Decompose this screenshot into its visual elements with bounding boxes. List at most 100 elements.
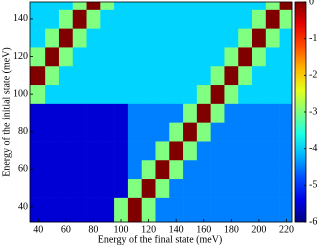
heat-cell (265, 197, 280, 223)
heat-cell (279, 28, 293, 48)
heat-cell (100, 159, 115, 180)
heat-cell (238, 159, 253, 180)
y-tick-label: 120 (13, 51, 28, 62)
heat-cell (100, 103, 115, 123)
heat-cell (141, 9, 156, 29)
heat-cell (155, 47, 170, 67)
heat-cell (58, 28, 74, 48)
heat-cell (45, 122, 60, 142)
heat-cell (30, 9, 46, 29)
heat-cell (279, 65, 293, 86)
heat-cell (141, 65, 156, 86)
heat-cell (224, 159, 239, 180)
heat-cell (86, 47, 101, 67)
heat-cell (238, 9, 253, 29)
heat-cell (86, 141, 101, 161)
heat-cell (265, 2, 280, 10)
colorbar-tick-label: -1 (309, 33, 317, 44)
heat-cell (72, 84, 87, 104)
heat-cell (58, 178, 74, 198)
heat-cell (72, 122, 87, 142)
heat-cell (210, 47, 225, 67)
heat-cell (238, 2, 253, 10)
heat-cell (279, 197, 293, 223)
heat-cell (58, 141, 74, 161)
heat-cell (72, 47, 87, 67)
heat-cell (169, 141, 184, 161)
heat-cell (45, 84, 60, 104)
heat-cell (279, 103, 293, 123)
heat-cell (86, 9, 101, 29)
heat-cell (210, 28, 225, 48)
heat-cell (265, 9, 280, 29)
heat-cell (238, 141, 253, 161)
heat-cell (30, 103, 46, 123)
heat-cell (114, 159, 129, 180)
heat-cell (100, 9, 115, 29)
heat-cell (72, 103, 87, 123)
heat-cell (183, 122, 198, 142)
heat-cell (141, 122, 156, 142)
heat-cell (58, 9, 74, 29)
heat-cell (238, 28, 253, 48)
heat-cell (210, 178, 225, 198)
heat-cell (238, 178, 253, 198)
heat-cell (169, 65, 184, 86)
heat-cell (224, 2, 239, 10)
heat-cell (210, 84, 225, 104)
heat-cell (279, 178, 293, 198)
heat-cell (224, 178, 239, 198)
colorbar-tick-label: -2 (309, 70, 317, 81)
heat-cell (155, 103, 170, 123)
heat-cell (30, 28, 46, 48)
heat-cell (155, 197, 170, 223)
heat-cell (265, 65, 280, 86)
heat-cell (72, 141, 87, 161)
heat-cell (224, 28, 239, 48)
heat-cell (86, 122, 101, 142)
heat-cell (224, 9, 239, 29)
colorbar-tick-label: -4 (309, 143, 317, 154)
heat-cell (127, 159, 142, 180)
heat-cell (196, 141, 211, 161)
heat-cell (127, 122, 142, 142)
y-tick-label: 60 (18, 164, 28, 175)
x-tick-label: 60 (61, 224, 71, 235)
heat-cell (183, 178, 198, 198)
heat-cell (58, 84, 74, 104)
heat-cell (224, 47, 239, 67)
heat-cell (183, 197, 198, 223)
heat-cell (86, 197, 101, 223)
heat-cell (127, 9, 142, 29)
heat-cell (224, 65, 239, 86)
heat-cell (169, 9, 184, 29)
heat-cell (141, 84, 156, 104)
heat-cell (210, 122, 225, 142)
heat-cell (45, 159, 60, 180)
heat-cell (238, 103, 253, 123)
heat-cell (252, 141, 267, 161)
heat-cell (45, 65, 60, 86)
heat-cell (58, 47, 74, 67)
heat-cell (86, 2, 101, 10)
x-tick-label: 160 (196, 224, 211, 235)
heat-cell (72, 178, 87, 198)
heat-cell (196, 178, 211, 198)
heat-cell (114, 9, 129, 29)
plot-frame (29, 1, 293, 223)
heat-cell (100, 28, 115, 48)
heat-cell (265, 159, 280, 180)
heat-cell (100, 65, 115, 86)
heat-cell (127, 103, 142, 123)
heat-cell (169, 84, 184, 104)
heat-cell (238, 84, 253, 104)
heat-cell (100, 122, 115, 142)
heat-cell (86, 103, 101, 123)
heat-cell (58, 122, 74, 142)
heat-cell (252, 122, 267, 142)
heat-cell (196, 28, 211, 48)
heat-cell (252, 197, 267, 223)
heat-cell (169, 103, 184, 123)
heat-cell (238, 122, 253, 142)
heat-cell (100, 84, 115, 104)
